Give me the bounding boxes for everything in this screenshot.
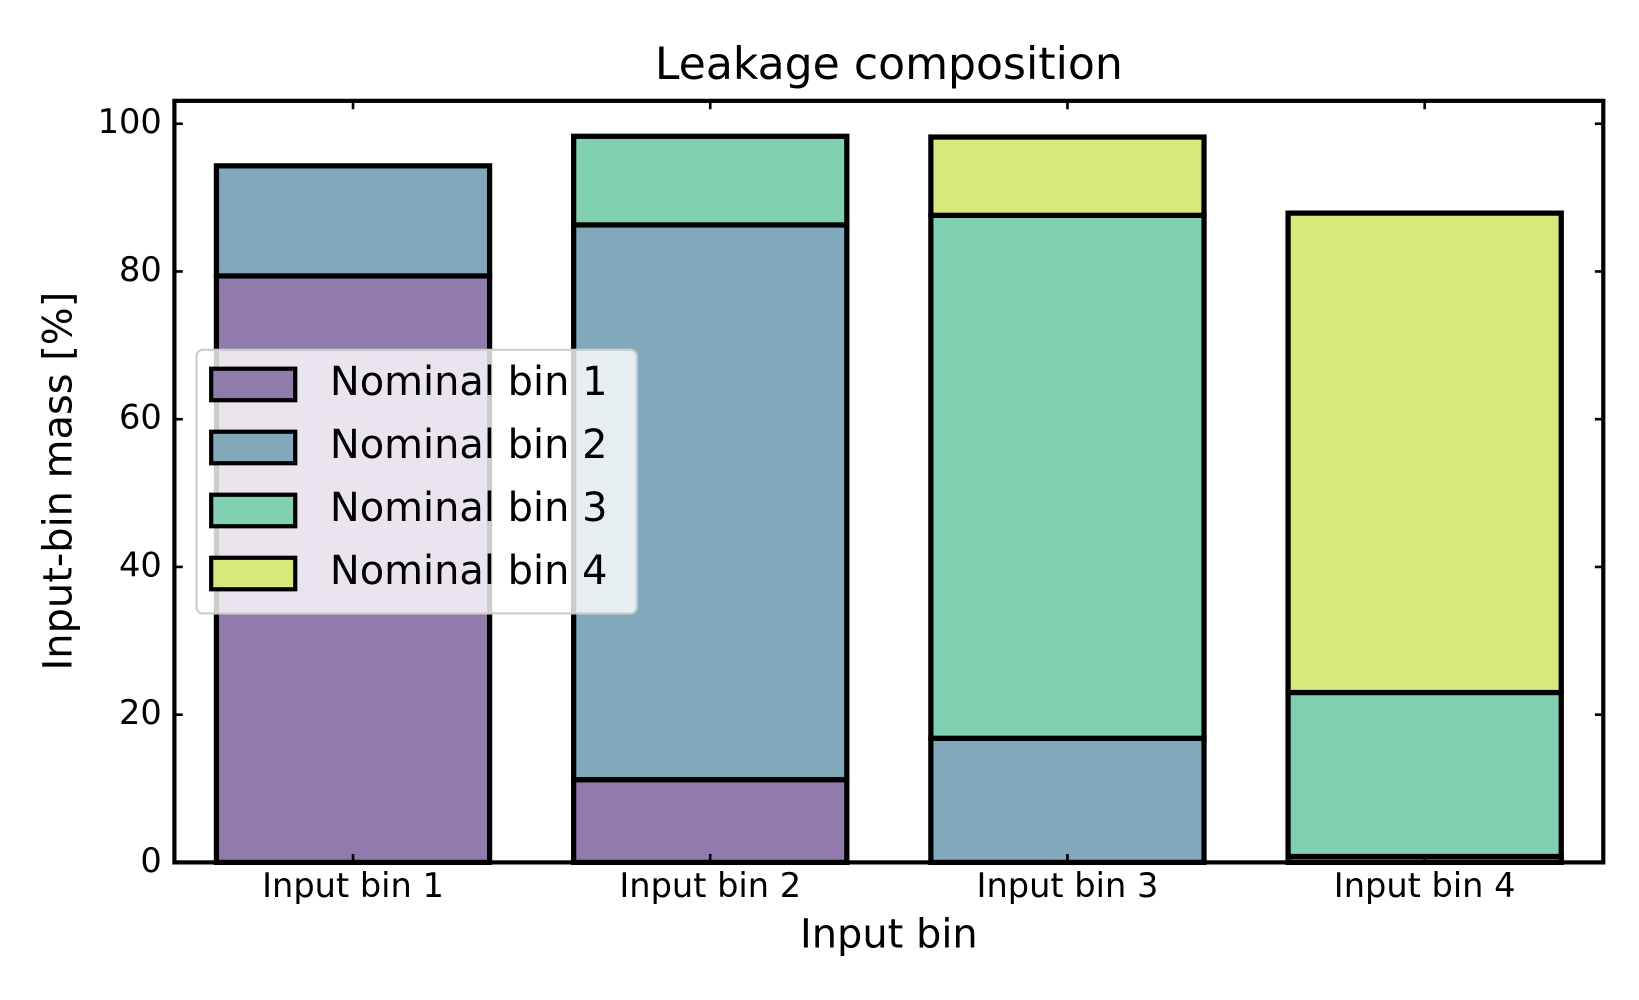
y-tick-label: 60 — [119, 398, 162, 437]
y-tick-label: 100 — [98, 102, 162, 141]
legend-swatch — [209, 555, 298, 592]
x-tick-label: Input bin 1 — [262, 866, 444, 905]
bar-segment — [571, 777, 850, 866]
y-tick-label: 20 — [119, 693, 162, 732]
legend: Nominal bin 1 Nominal bin 2 Nominal bin 3 N… — [195, 348, 638, 615]
legend-label: Nominal bin 3 — [330, 485, 608, 531]
plot-frame — [172, 98, 1606, 865]
bar-segment — [571, 133, 850, 228]
x-axis-label: Input bin — [800, 911, 978, 957]
y-tick-label: 40 — [119, 545, 162, 584]
legend-label: Nominal bin 4 — [330, 548, 608, 594]
legend-label: Nominal bin 1 — [330, 359, 608, 405]
bar-segment — [1285, 689, 1564, 860]
legend-swatch — [209, 366, 298, 403]
legend-box — [195, 348, 638, 615]
bar-segment — [1285, 210, 1564, 696]
chart-title: Leakage composition — [655, 39, 1123, 90]
legend-label: Nominal bin 2 — [330, 422, 608, 468]
x-tick-label: Input bin 4 — [1334, 866, 1516, 905]
y-axis-label: Input-bin mass [%] — [35, 292, 81, 671]
bar-segment — [928, 735, 1207, 866]
legend-swatch — [209, 492, 298, 529]
x-tick-label: Input bin 2 — [619, 866, 801, 905]
y-tick-label: 0 — [140, 841, 161, 880]
legend-swatch — [209, 429, 298, 466]
bar-segment — [928, 134, 1207, 218]
y-tick-label: 80 — [119, 250, 162, 289]
x-tick-label: Input bin 3 — [977, 866, 1159, 905]
bar-segment — [213, 163, 493, 279]
bar-segment — [928, 212, 1207, 741]
